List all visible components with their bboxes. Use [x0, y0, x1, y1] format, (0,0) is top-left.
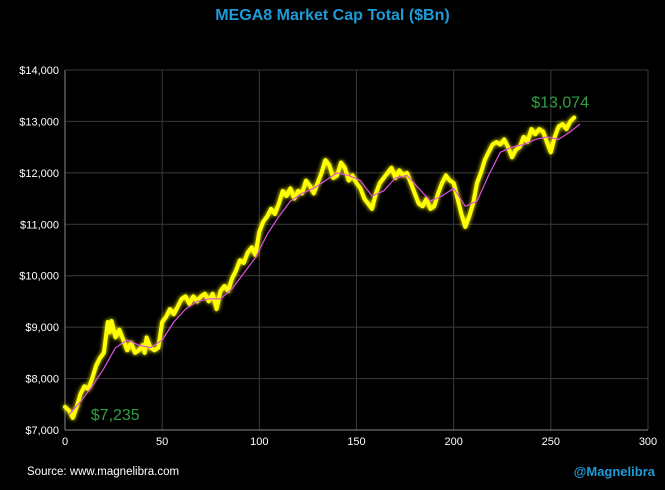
chart-title: MEGA8 Market Cap Total ($Bn) [215, 7, 450, 24]
x-tick-label: 150 [347, 436, 365, 448]
end-value-label: $13,074 [531, 95, 589, 112]
tick-labels: $7,000 $8,000 $9,000 $10,000 $11,000 $12,000 $… [19, 65, 657, 448]
axes [64, 70, 648, 431]
series-group [63, 115, 581, 420]
y-tick-label: $11,000 [20, 219, 59, 231]
x-tick-label: 50 [156, 436, 168, 448]
y-tick-label: $14,000 [19, 65, 59, 77]
y-tick-label: $10,000 [19, 271, 59, 283]
author-handle: @Magnelibra [573, 464, 655, 479]
x-tick-label: 100 [250, 436, 268, 448]
y-tick-label: $13,000 [19, 116, 59, 128]
y-tick-label: $9,000 [25, 322, 59, 334]
price-line [63, 115, 577, 420]
start-value-label: $7,235 [91, 407, 140, 424]
x-tick-label: 200 [444, 436, 462, 448]
source-credit: Source: www.magnelibra.com [27, 466, 180, 478]
y-tick-label: $7,000 [25, 425, 59, 437]
annotations: $7,235 $13,074 [91, 95, 589, 424]
y-tick-label: $12,000 [19, 168, 59, 180]
x-tick-label: 250 [542, 436, 560, 448]
x-tick-label: 300 [639, 436, 657, 448]
x-tick-label: 0 [62, 436, 68, 448]
moving-average-line [68, 123, 581, 416]
y-tick-label: $8,000 [25, 374, 59, 386]
